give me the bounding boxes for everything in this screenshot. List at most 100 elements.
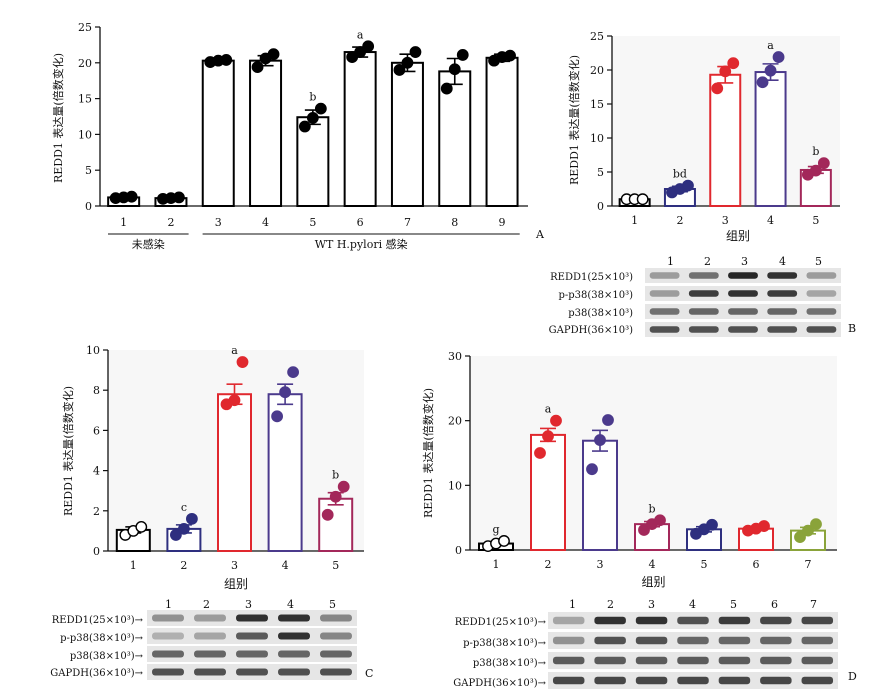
x-tick-label-a-1: 1 <box>120 216 127 229</box>
data-point-a-2 <box>173 191 185 204</box>
y-tick-label-a: 15 <box>78 93 92 106</box>
data-point-c-5 <box>337 480 350 493</box>
data-point-a-3 <box>220 54 233 66</box>
blot-band-d <box>718 616 751 625</box>
data-point-a-5 <box>306 112 319 124</box>
blot-d-lane-2: 2 <box>607 598 614 611</box>
blot-band-b <box>649 308 680 315</box>
x-tick-label-b-1: 1 <box>631 214 638 227</box>
blot-band-c <box>194 614 226 622</box>
bar-a-4 <box>249 59 283 208</box>
y-tick-label-a: 10 <box>78 128 92 141</box>
y-tick-label-a: 0 <box>85 200 92 213</box>
blot-band-d <box>677 676 709 685</box>
blot-band-d <box>801 656 834 665</box>
data-point-c-2 <box>177 522 190 535</box>
x-tick-label-d-7: 7 <box>805 558 812 571</box>
blot-band-b <box>806 308 837 315</box>
data-point-b-2 <box>682 179 694 192</box>
significance-label-d-2: a <box>545 403 552 416</box>
blot-band-c <box>320 632 352 640</box>
x-tick-label-b-4: 4 <box>767 214 774 227</box>
y-tick-label-d: 30 <box>448 350 462 363</box>
blot-d-lane-1: 1 <box>569 598 576 611</box>
y-axis-label-b: REDD1 表达量(倍数变化) <box>567 55 581 185</box>
blot-band-b <box>649 272 680 279</box>
blot-band-d <box>594 676 626 685</box>
blot-band-d <box>635 636 668 645</box>
data-point-b-3 <box>719 65 732 78</box>
group-label-1: WT H.pylori 感染 <box>315 237 408 251</box>
y-tick-label-d: 20 <box>448 415 462 428</box>
blot-band-d <box>801 636 834 645</box>
blot-c-label-pp38: p-p38(38×10³)→ <box>60 633 143 644</box>
x-tick-label-d-2: 2 <box>545 558 552 571</box>
blot-b-lane-1: 1 <box>667 255 674 268</box>
blot-band-d <box>718 636 751 645</box>
data-point-b-5 <box>809 164 822 177</box>
blot-band-b <box>767 290 798 297</box>
blot-b-lane-3: 3 <box>741 255 748 268</box>
significance-label-a-5: b <box>309 91 316 104</box>
x-axis-label-d: 组别 <box>641 575 665 589</box>
bar-d-4 <box>634 523 670 552</box>
y-tick-label-c: 2 <box>93 505 100 518</box>
blot-band-c <box>152 632 184 640</box>
bar-a-5 <box>296 116 330 207</box>
data-point-a-7 <box>393 64 406 76</box>
bar-b-4 <box>754 71 787 208</box>
blot-c-letter: C <box>365 667 374 680</box>
blot-d-lane-4: 4 <box>689 598 696 611</box>
blot-d-label-gapdh: GAPDH(36×10³)→ <box>453 678 546 689</box>
y-tick-label-b: 15 <box>590 98 604 111</box>
blot-band-d <box>552 676 585 685</box>
data-point-d-3 <box>602 414 614 426</box>
bar-d-3 <box>582 439 618 552</box>
data-point-d-5 <box>706 518 718 531</box>
y-tick-label-c: 10 <box>86 344 100 357</box>
blot-band-c <box>194 650 226 658</box>
data-point-b-3 <box>711 82 724 95</box>
x-tick-label-a-8: 8 <box>451 216 458 229</box>
y-tick-label-d: 0 <box>455 544 462 557</box>
blot-band-b <box>806 272 837 279</box>
y-tick-label-c: 6 <box>93 424 100 437</box>
blot-band-b <box>767 326 798 333</box>
data-point-a-7 <box>401 56 414 69</box>
y-tick-label-c: 8 <box>93 384 100 397</box>
data-point-d-2 <box>534 447 546 459</box>
significance-label-c-2: c <box>181 501 187 514</box>
data-point-a-8 <box>448 63 461 76</box>
blot-b-lane-4: 4 <box>779 255 786 268</box>
x-tick-label-a-9: 9 <box>499 216 506 229</box>
blot-band-c <box>152 614 184 622</box>
group-label-0: 未感染 <box>132 237 165 251</box>
blot-b-letter: B <box>848 322 857 335</box>
y-tick-label-a: 5 <box>85 164 92 177</box>
x-tick-label-a-3: 3 <box>215 216 222 229</box>
significance-label-b-2: bd <box>673 168 687 181</box>
blot-band-b <box>806 290 837 297</box>
blot-band-d <box>677 616 709 625</box>
blot-band-c <box>320 614 352 622</box>
blot-band-d <box>635 656 668 665</box>
blot-band-d <box>760 616 792 625</box>
x-axis-label-b: 组别 <box>726 229 750 243</box>
bar-c-5 <box>318 497 354 552</box>
data-point-d-6 <box>758 520 770 532</box>
data-point-c-1 <box>135 520 148 533</box>
x-tick-label-d-1: 1 <box>493 558 500 571</box>
blot-band-c <box>194 632 226 640</box>
blot-d-label-redd1: REDD1(25×10³)→ <box>454 617 546 628</box>
bar-a-6 <box>343 51 377 208</box>
blot-band-c <box>278 668 310 676</box>
data-point-a-6 <box>354 46 367 58</box>
blot-band-d <box>677 656 709 665</box>
blot-c-lane-1: 1 <box>165 598 172 611</box>
blot-band-b <box>806 326 837 333</box>
blot-band-d <box>594 616 626 625</box>
blot-d-lane-3: 3 <box>648 598 655 611</box>
blot-c-lane-2: 2 <box>203 598 210 611</box>
data-point-b-3 <box>727 57 740 70</box>
